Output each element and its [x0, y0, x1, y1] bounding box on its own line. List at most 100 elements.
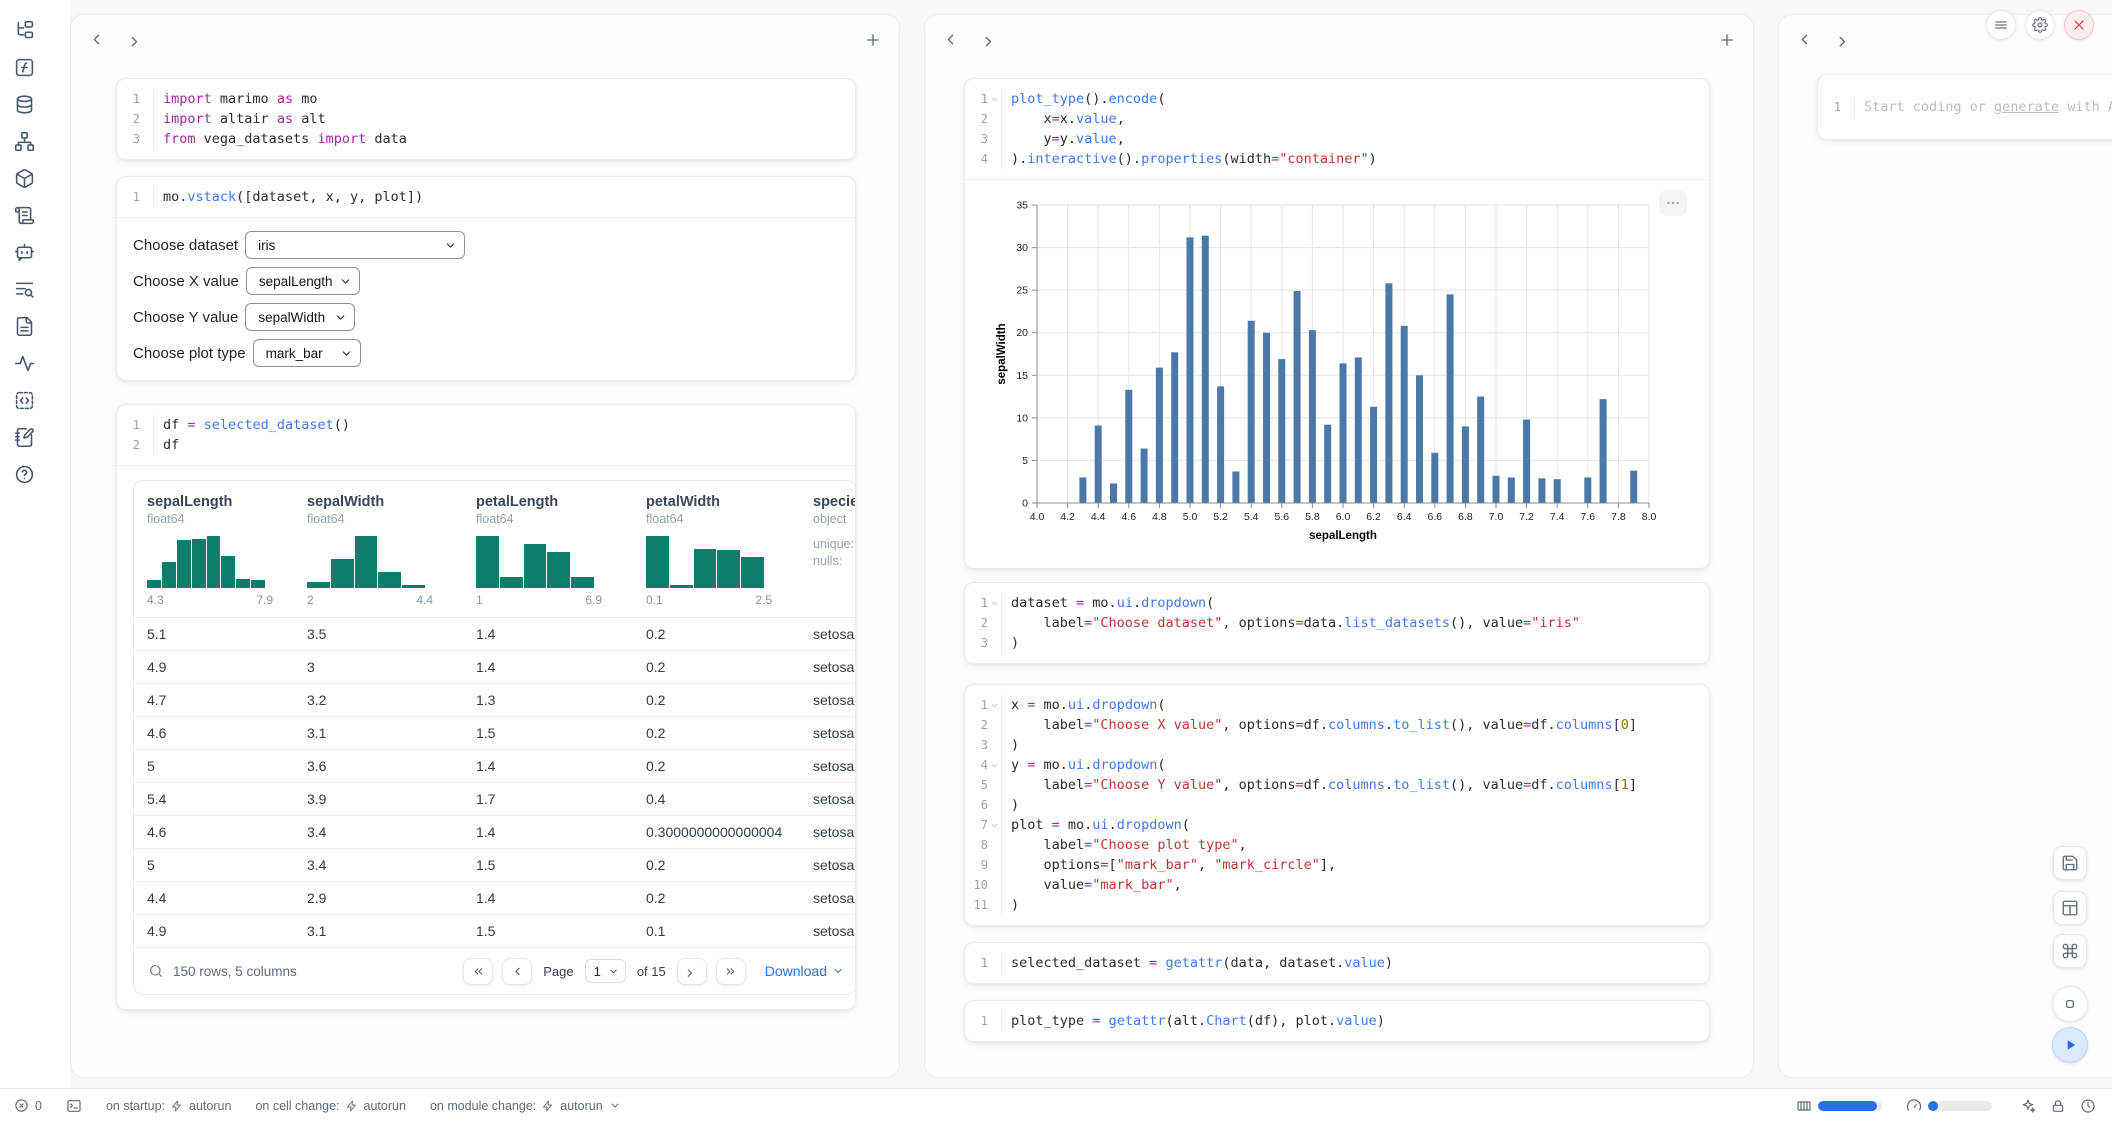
line-gutter: 2 [117, 435, 153, 455]
download-button[interactable]: Download [765, 963, 844, 979]
table-column-header[interactable]: petalWidthfloat640.12.5 [633, 494, 800, 607]
svg-text:5.6: 5.6 [1274, 511, 1289, 523]
table-row[interactable]: 4.73.21.30.2setosa [134, 684, 855, 717]
fold-caret-icon[interactable] [988, 599, 1001, 608]
sidebar-list-search-button[interactable] [14, 279, 35, 300]
code-editor[interactable]: 1x = mo.ui.dropdown(2 label="Choose X va… [965, 685, 1709, 925]
on-startup-setting[interactable]: on startup: autorun [106, 1099, 231, 1113]
error-count-badge[interactable]: 0 [14, 1098, 42, 1113]
sidebar-help-button[interactable] [14, 464, 35, 485]
prev-page-button[interactable] [502, 958, 532, 985]
dropdown-select[interactable]: iris [245, 231, 465, 259]
play-icon [2061, 1036, 2079, 1054]
table-column-header[interactable]: sepalWidthfloat6424.4 [294, 494, 463, 607]
sidebar-chatbot-button[interactable] [14, 242, 35, 263]
table-row[interactable]: 5.43.91.70.4setosa [134, 783, 855, 816]
table-cell: setosa [800, 857, 855, 873]
table-cell: 1.3 [463, 692, 633, 708]
fold-caret-icon[interactable] [988, 821, 1001, 830]
code-editor[interactable]: 1dataset = mo.ui.dropdown(2 label="Choos… [965, 583, 1709, 663]
line-gutter: 3 [965, 633, 1001, 653]
code-line: 1plot_type = getattr(alt.Chart(df), plot… [965, 1011, 1709, 1031]
table-row[interactable]: 4.931.40.2setosa [134, 651, 855, 684]
code-editor[interactable]: 1plot_type = getattr(alt.Chart(df), plot… [965, 1001, 1709, 1041]
code-editor[interactable]: 1Start coding or generate with AI [1818, 75, 2112, 139]
table-row[interactable]: 4.93.11.50.1setosa [134, 915, 855, 948]
sidebar-package-button[interactable] [14, 168, 35, 189]
table-row[interactable]: 5.13.51.40.2setosa [134, 618, 855, 651]
column-next-button[interactable] [979, 29, 1002, 52]
run-all-button[interactable] [2052, 1027, 2088, 1063]
lock-button[interactable] [2050, 1098, 2066, 1114]
next-page-button[interactable] [677, 958, 707, 985]
first-page-button[interactable] [463, 958, 493, 985]
column-next-button[interactable] [1833, 29, 1856, 52]
line-number: 6 [966, 795, 988, 815]
table-search-button[interactable] [148, 963, 164, 979]
code-line: 1mo.vstack([dataset, x, y, plot]) [117, 187, 855, 207]
app-view-button[interactable] [2053, 891, 2087, 925]
page-select[interactable]: 1 [585, 959, 626, 983]
table-row[interactable]: 4.63.11.50.2setosa [134, 717, 855, 750]
table-cell: 2.9 [294, 890, 463, 906]
history-button[interactable] [2080, 1098, 2096, 1114]
code-editor[interactable]: 1df = selected_dataset()2df [117, 405, 855, 465]
table-column-header[interactable]: sepalLengthfloat644.37.9 [134, 494, 294, 607]
on-module-change-setting[interactable]: on module change: autorun [430, 1098, 621, 1113]
sidebar-activity-button[interactable] [14, 353, 35, 374]
dropdown-select[interactable]: mark_bar [253, 339, 361, 367]
sidebar-snippets-button[interactable] [14, 390, 35, 411]
save-notebook-button[interactable] [2053, 846, 2087, 880]
fold-caret-icon[interactable] [988, 761, 1001, 770]
output-menu-button[interactable] [1659, 190, 1687, 216]
sidebar-network-button[interactable] [14, 131, 35, 152]
memory-meter [1796, 1098, 1882, 1114]
sidebar-function-square-button[interactable] [14, 57, 35, 78]
sidebar-scroll-button[interactable] [14, 205, 35, 226]
table-row[interactable]: 53.41.50.2setosa [134, 849, 855, 882]
code-editor[interactable]: 1selected_dataset = getattr(data, datase… [965, 943, 1709, 983]
dropdown-select[interactable]: sepalWidth [245, 303, 355, 331]
table-row[interactable]: 4.42.91.40.2setosa [134, 882, 855, 915]
menu-button[interactable] [1986, 10, 2016, 40]
column-prev-button[interactable] [85, 29, 108, 52]
table-column-header[interactable]: speciesobjectunique:nulls: [800, 494, 855, 607]
code-text: label="Choose dataset", options=data.lis… [1001, 613, 1709, 633]
on-cell-change-setting[interactable]: on cell change: autorun [255, 1099, 406, 1113]
code-editor[interactable]: 1plot_type().encode(2 x=x.value,3 y=y.va… [965, 79, 1709, 179]
menu-icon [1993, 17, 2009, 33]
command-icon [2061, 942, 2079, 960]
bar-chart[interactable]: 4.04.24.44.64.85.05.25.45.65.86.06.26.46… [991, 195, 1663, 547]
fold-caret-icon[interactable] [988, 95, 1001, 104]
keyboard-shortcuts-button[interactable] [2053, 934, 2087, 968]
column-prev-button[interactable] [939, 29, 962, 52]
table-cell: 0.1 [633, 923, 800, 939]
code-editor[interactable]: 1import marimo as mo2import altair as al… [117, 79, 855, 159]
last-page-button[interactable] [716, 958, 746, 985]
column-next-button[interactable] [125, 29, 148, 52]
settings-button[interactable] [2025, 10, 2055, 40]
table-column-header[interactable]: petalLengthfloat6416.9 [463, 494, 633, 607]
present-mode-button[interactable] [2052, 986, 2088, 1022]
sidebar-database-button[interactable] [14, 94, 35, 115]
dropdown-select[interactable]: sepalLength [246, 267, 360, 295]
add-cell-button[interactable] [861, 29, 884, 52]
code-editor[interactable]: 1mo.vstack([dataset, x, y, plot]) [117, 177, 855, 217]
sidebar-file-tree-button[interactable] [14, 20, 35, 41]
add-cell-button[interactable] [1715, 29, 1738, 52]
column-prev-button[interactable] [1793, 29, 1816, 52]
code-line: 1dataset = mo.ui.dropdown( [965, 593, 1709, 613]
table-row[interactable]: 4.63.41.40.3000000000000004setosa [134, 816, 855, 849]
column-histogram [646, 536, 764, 588]
sidebar-notebook-button[interactable] [14, 427, 35, 448]
terminal-button[interactable] [66, 1098, 82, 1114]
table-row[interactable]: 53.61.40.2setosa [134, 750, 855, 783]
code-line: 3) [965, 735, 1709, 755]
fold-caret-icon[interactable] [988, 701, 1001, 710]
close-button[interactable] [2064, 10, 2094, 40]
code-text: mo.vstack([dataset, x, y, plot]) [153, 187, 855, 207]
table-cell: 4.9 [134, 923, 294, 939]
ai-assistant-button[interactable] [2020, 1098, 2036, 1114]
line-number: 2 [118, 435, 140, 455]
sidebar-document-button[interactable] [14, 316, 35, 337]
